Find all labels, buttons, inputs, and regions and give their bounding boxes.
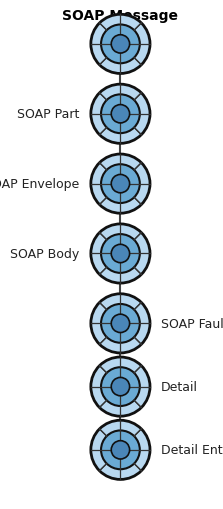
Circle shape [91,85,150,144]
Text: SOAP Fault: SOAP Fault [161,317,223,330]
Circle shape [91,155,150,214]
Circle shape [91,294,150,353]
Circle shape [91,357,150,416]
Circle shape [111,441,130,459]
Text: SOAP Part: SOAP Part [17,108,80,121]
Circle shape [91,15,150,74]
Circle shape [111,378,130,396]
Circle shape [91,224,150,284]
Circle shape [101,95,140,134]
Text: SOAP Message: SOAP Message [62,9,178,23]
Circle shape [101,304,140,343]
Text: SOAP Envelope: SOAP Envelope [0,178,80,191]
Text: Detail: Detail [161,380,198,393]
Circle shape [111,105,130,124]
Circle shape [101,25,140,64]
Circle shape [111,315,130,333]
Text: SOAP Body: SOAP Body [10,247,80,261]
Circle shape [101,367,140,406]
Circle shape [111,175,130,193]
Circle shape [111,36,130,54]
Circle shape [101,235,140,273]
Circle shape [111,245,130,263]
Circle shape [101,165,140,204]
Text: Detail Entry: Detail Entry [161,443,223,457]
Circle shape [91,420,150,479]
Circle shape [101,431,140,469]
